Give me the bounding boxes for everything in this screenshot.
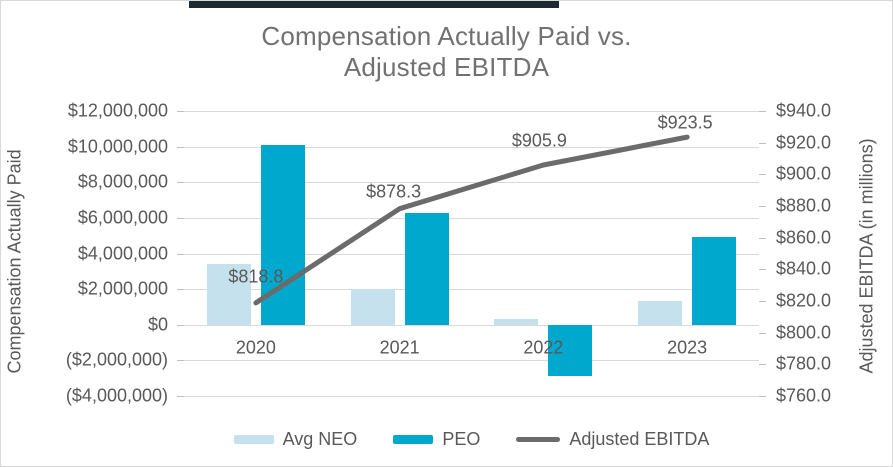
line-data-label-2022: $905.9 — [511, 130, 567, 151]
line-data-label-2020: $818.8 — [228, 266, 284, 287]
right-axis-tick-label: $880.0 — [776, 195, 832, 216]
right-axis-tick-label: $780.0 — [776, 353, 832, 374]
right-axis-tick-mark — [759, 396, 766, 397]
right-axis-tick-label: $940.0 — [776, 100, 832, 121]
right-axis-tick-mark — [759, 142, 766, 144]
chart-title-line-2: Adjusted EBITDA — [343, 52, 550, 82]
left-axis-tick-mark — [177, 396, 184, 397]
right-axis-tick-label: $800.0 — [776, 322, 832, 343]
right-axis-tick-mark — [759, 269, 766, 271]
left-axis-tick-mark — [177, 360, 184, 362]
legend-item-peo: PEO — [393, 429, 480, 450]
left-axis-tick-label: $6,000,000 — [77, 207, 168, 228]
legend-swatch-avg-neo — [233, 434, 274, 444]
h-gridline — [184, 324, 759, 326]
bar-avg-neo-2023 — [638, 300, 683, 325]
bar-avg-neo-2022 — [494, 319, 539, 325]
left-axis-tick-mark — [177, 146, 184, 148]
x-axis-label-2023: 2023 — [667, 337, 708, 358]
bar-peo-2021 — [404, 212, 449, 325]
left-axis-tick-mark — [177, 182, 184, 184]
right-axis-tick-label: $760.0 — [776, 385, 832, 406]
left-axis-tick-label: $10,000,000 — [67, 136, 168, 157]
right-axis-tick-mark — [759, 174, 766, 176]
left-axis-tick-mark — [177, 324, 184, 326]
bar-avg-neo-2021 — [350, 289, 395, 325]
right-axis-tick-mark — [759, 237, 766, 239]
h-gridline — [184, 396, 759, 397]
legend-label: Adjusted EBITDA — [569, 428, 710, 449]
line-data-label-2023: $923.5 — [657, 112, 713, 133]
legend-swatch-adjusted-ebitda — [516, 436, 561, 442]
bar-peo-2023 — [692, 237, 737, 325]
legend-item-avg-neo: Avg NEO — [233, 428, 358, 450]
left-axis-tick-label: $8,000,000 — [77, 171, 168, 192]
left-axis-tick-mark — [177, 289, 184, 291]
right-axis-tick-label: $920.0 — [776, 132, 832, 153]
x-axis-label-2022: 2022 — [523, 337, 564, 358]
x-axis-label-2020: 2020 — [235, 337, 276, 358]
right-axis-tick-mark — [759, 111, 766, 112]
right-axis-title: Adjusted EBITDA (in millions) — [856, 138, 877, 374]
legend-item-adjusted-ebitda: Adjusted EBITDA — [516, 429, 709, 450]
right-axis-tick-label: $840.0 — [776, 258, 832, 279]
right-axis-tick-label: $860.0 — [776, 227, 832, 248]
left-axis-tick-mark — [177, 217, 184, 219]
right-axis-tick-label: $900.0 — [776, 163, 832, 184]
bar-peo-2020 — [260, 144, 305, 325]
legend-swatch-peo — [393, 434, 434, 444]
x-axis-label-2021: 2021 — [379, 337, 420, 358]
right-axis-tick-label: $820.0 — [776, 290, 832, 311]
left-axis-tick-label: $2,000,000 — [77, 278, 168, 299]
legend-label: Avg NEO — [282, 428, 358, 449]
bar-peo-2022 — [548, 324, 593, 377]
right-axis-tick-mark — [759, 332, 766, 334]
legend: Avg NEO PEO Adjusted EBITDA — [184, 428, 759, 450]
right-axis-tick-mark — [759, 364, 766, 366]
top-accent-bar — [189, 1, 559, 8]
h-gridline — [184, 360, 759, 362]
left-axis-tick-label: ($4,000,000) — [65, 385, 168, 406]
left-axis-title: Compensation Actually Paid — [4, 149, 25, 374]
legend-label: PEO — [442, 428, 481, 449]
right-axis-tick-mark — [759, 301, 766, 302]
h-gridline — [184, 111, 759, 112]
left-axis-tick-label: $12,000,000 — [67, 100, 168, 121]
bar-avg-neo-2020 — [206, 264, 251, 325]
left-axis-tick-label: $4,000,000 — [77, 243, 168, 263]
left-axis-tick-mark — [177, 111, 184, 112]
right-axis-tick-mark — [759, 206, 766, 207]
line-data-label-2021: $878.3 — [366, 181, 422, 202]
chart-title-line-1: Compensation Actually Paid vs. — [261, 21, 632, 51]
chart-title: Compensation Actually Paid vs. Adjusted … — [1, 21, 892, 83]
left-axis-tick-label: $0 — [147, 314, 168, 335]
left-axis-tick-mark — [177, 253, 184, 255]
left-axis-tick-label: ($2,000,000) — [65, 349, 168, 370]
